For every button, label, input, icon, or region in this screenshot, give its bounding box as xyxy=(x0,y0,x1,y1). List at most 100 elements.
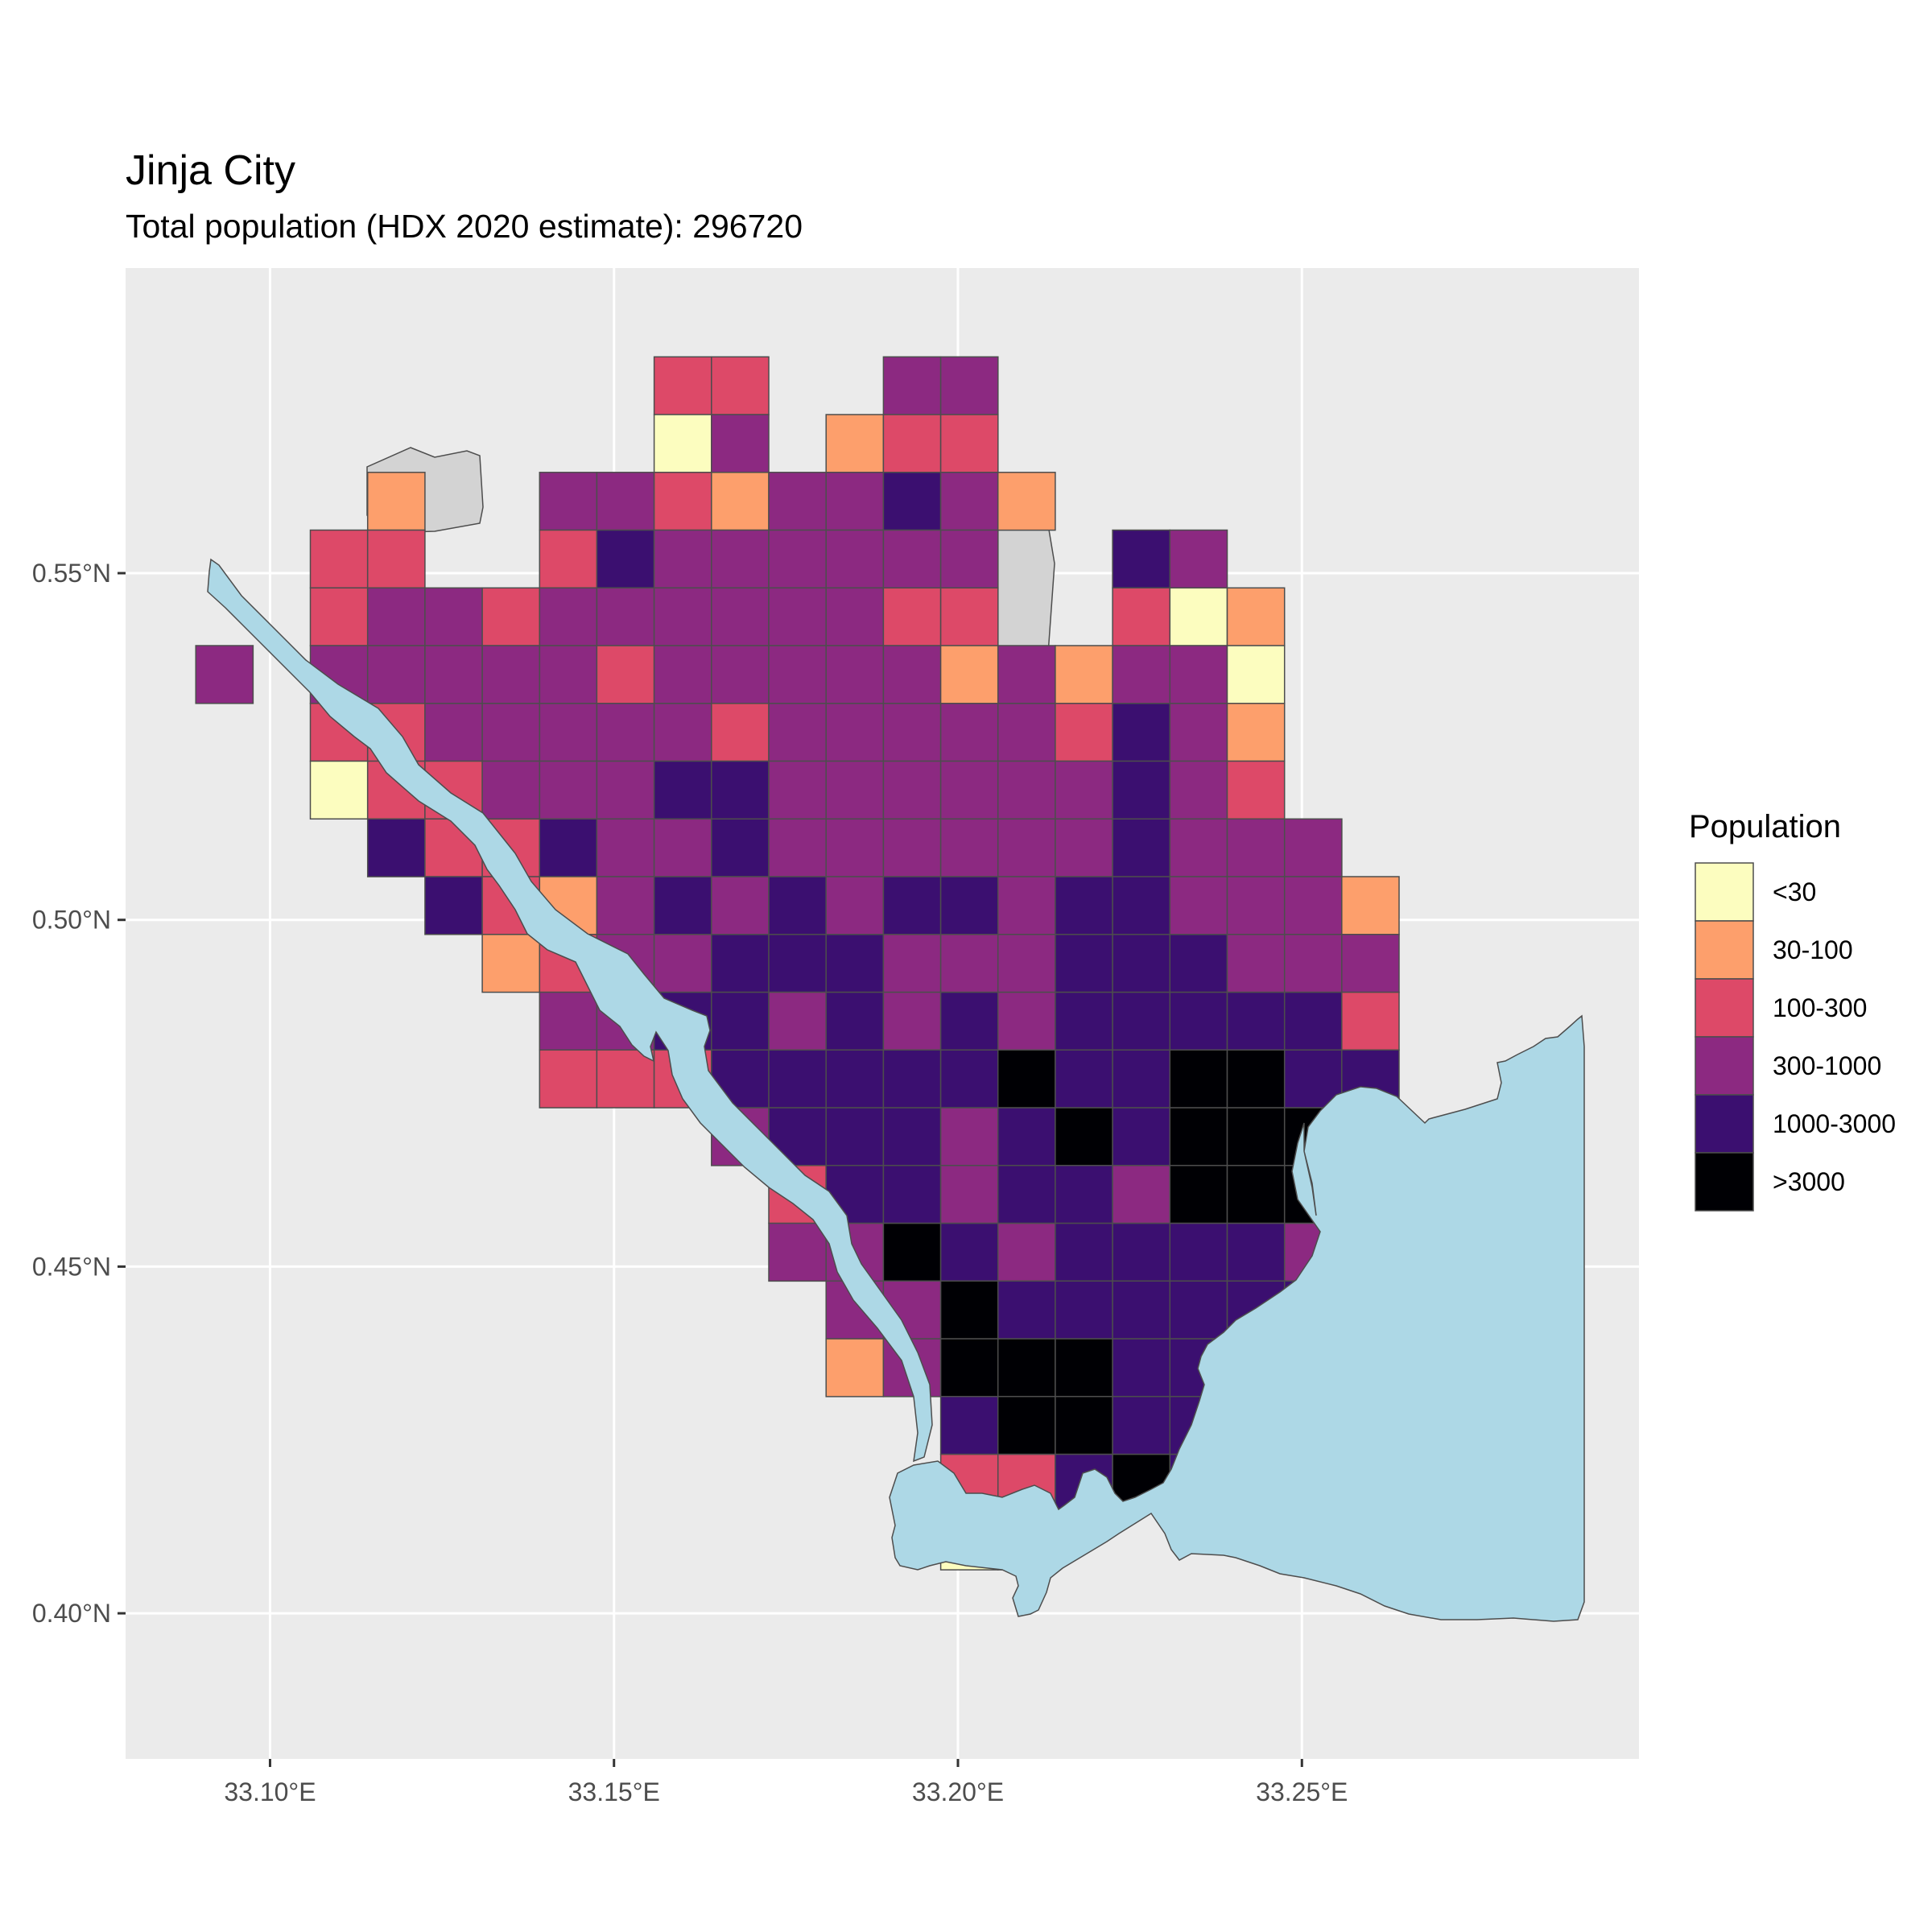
population-cell xyxy=(1112,876,1171,935)
population-cell xyxy=(939,703,999,762)
x-tick-label: 33.20°E xyxy=(912,1777,1004,1806)
population-cell xyxy=(711,934,770,993)
population-cell xyxy=(195,645,254,704)
population-cell xyxy=(1055,1049,1113,1108)
population-cell xyxy=(997,472,1056,531)
population-cell xyxy=(1226,587,1286,646)
population-cell xyxy=(539,991,598,1051)
population-cell xyxy=(768,703,827,762)
population-cell xyxy=(653,414,712,473)
population-cell xyxy=(539,529,598,589)
population-cell xyxy=(309,760,369,820)
population-cell xyxy=(1226,991,1286,1051)
population-cell xyxy=(653,760,712,820)
population-cell xyxy=(825,645,885,704)
population-cell xyxy=(882,760,942,820)
population-cell xyxy=(939,356,999,415)
population-cell xyxy=(1112,1396,1171,1455)
population-cell xyxy=(711,760,770,820)
population-cell xyxy=(309,587,369,646)
population-cell xyxy=(825,414,885,473)
x-tick-label: 33.15°E xyxy=(568,1777,660,1806)
population-cell xyxy=(596,760,655,820)
population-cell xyxy=(997,645,1056,704)
population-cell xyxy=(882,934,942,993)
population-cell xyxy=(1283,818,1343,877)
population-cell xyxy=(481,703,541,762)
population-cell xyxy=(366,587,426,646)
population-cell xyxy=(882,414,942,473)
population-cell xyxy=(825,934,885,993)
population-cell xyxy=(1055,760,1113,820)
population-cell xyxy=(1341,934,1400,993)
population-cell xyxy=(1169,1049,1228,1108)
population-cell xyxy=(997,760,1056,820)
population-cell xyxy=(1112,703,1171,762)
population-cell xyxy=(997,991,1056,1051)
population-cell xyxy=(1169,760,1228,820)
x-tick-label: 33.25°E xyxy=(1256,1777,1348,1806)
population-cell xyxy=(997,1165,1056,1224)
population-cell xyxy=(997,818,1056,877)
population-cell xyxy=(1112,1222,1171,1282)
population-cell xyxy=(939,587,999,646)
population-cell xyxy=(1055,1165,1113,1224)
population-cell xyxy=(1112,1165,1171,1224)
population-cell xyxy=(768,760,827,820)
population-cell xyxy=(768,1222,827,1282)
population-cell xyxy=(711,472,770,531)
river-nile xyxy=(207,558,933,1463)
population-cell xyxy=(939,1107,999,1166)
population-cell xyxy=(539,472,598,531)
population-cell xyxy=(1226,645,1286,704)
population-cell xyxy=(1283,876,1343,935)
population-cell xyxy=(825,1338,885,1397)
population-cell xyxy=(653,472,712,531)
population-cell xyxy=(1169,703,1228,762)
population-cell xyxy=(1112,1049,1171,1108)
population-cell xyxy=(882,818,942,877)
population-cell xyxy=(1055,934,1113,993)
population-cell xyxy=(596,529,655,589)
population-cell xyxy=(882,1107,942,1166)
population-cell xyxy=(481,587,541,646)
population-cell xyxy=(1341,876,1400,935)
population-cell xyxy=(825,587,885,646)
population-cell xyxy=(768,1049,827,1108)
population-cell xyxy=(1112,991,1171,1051)
legend-items: <30 30-100 100-300 300-1000 1000-3000 >3000 xyxy=(1695,862,1896,1212)
population-cell xyxy=(825,472,885,531)
lake-victoria xyxy=(889,1014,1585,1622)
population-cell xyxy=(596,876,655,935)
population-cell xyxy=(596,472,655,531)
population-cell xyxy=(539,760,598,820)
population-cell xyxy=(1283,934,1343,993)
population-cell xyxy=(1055,876,1113,935)
population-cell xyxy=(1169,991,1228,1051)
population-cell xyxy=(711,991,770,1051)
population-cell xyxy=(366,645,426,704)
population-cell xyxy=(1112,818,1171,877)
legend-title: Population xyxy=(1689,809,1841,844)
population-cell xyxy=(768,991,827,1051)
population-cell xyxy=(1055,991,1113,1051)
population-cell xyxy=(882,1222,942,1282)
population-cell xyxy=(882,529,942,589)
population-cell xyxy=(997,1049,1056,1108)
legend-swatch xyxy=(1695,978,1754,1038)
legend-label: 1000-3000 xyxy=(1773,1109,1896,1138)
population-cell xyxy=(596,587,655,646)
map-subtitle: Total population (HDX 2020 estimate): 29… xyxy=(126,208,803,245)
population-cell xyxy=(1169,1165,1228,1224)
population-cell xyxy=(882,876,942,935)
population-cell xyxy=(1055,703,1113,762)
population-cell xyxy=(711,818,770,877)
population-cell xyxy=(768,529,827,589)
population-cell xyxy=(366,818,426,877)
y-tick-label: 0.50°N xyxy=(32,906,111,935)
population-cell xyxy=(1055,1338,1113,1397)
axes: 33.10°E 33.15°E 33.20°E 33.25°E 0.55°N 0.50°N… xyxy=(32,559,1348,1806)
population-cell xyxy=(939,414,999,473)
population-cell xyxy=(997,1107,1056,1166)
population-cell xyxy=(939,472,999,531)
